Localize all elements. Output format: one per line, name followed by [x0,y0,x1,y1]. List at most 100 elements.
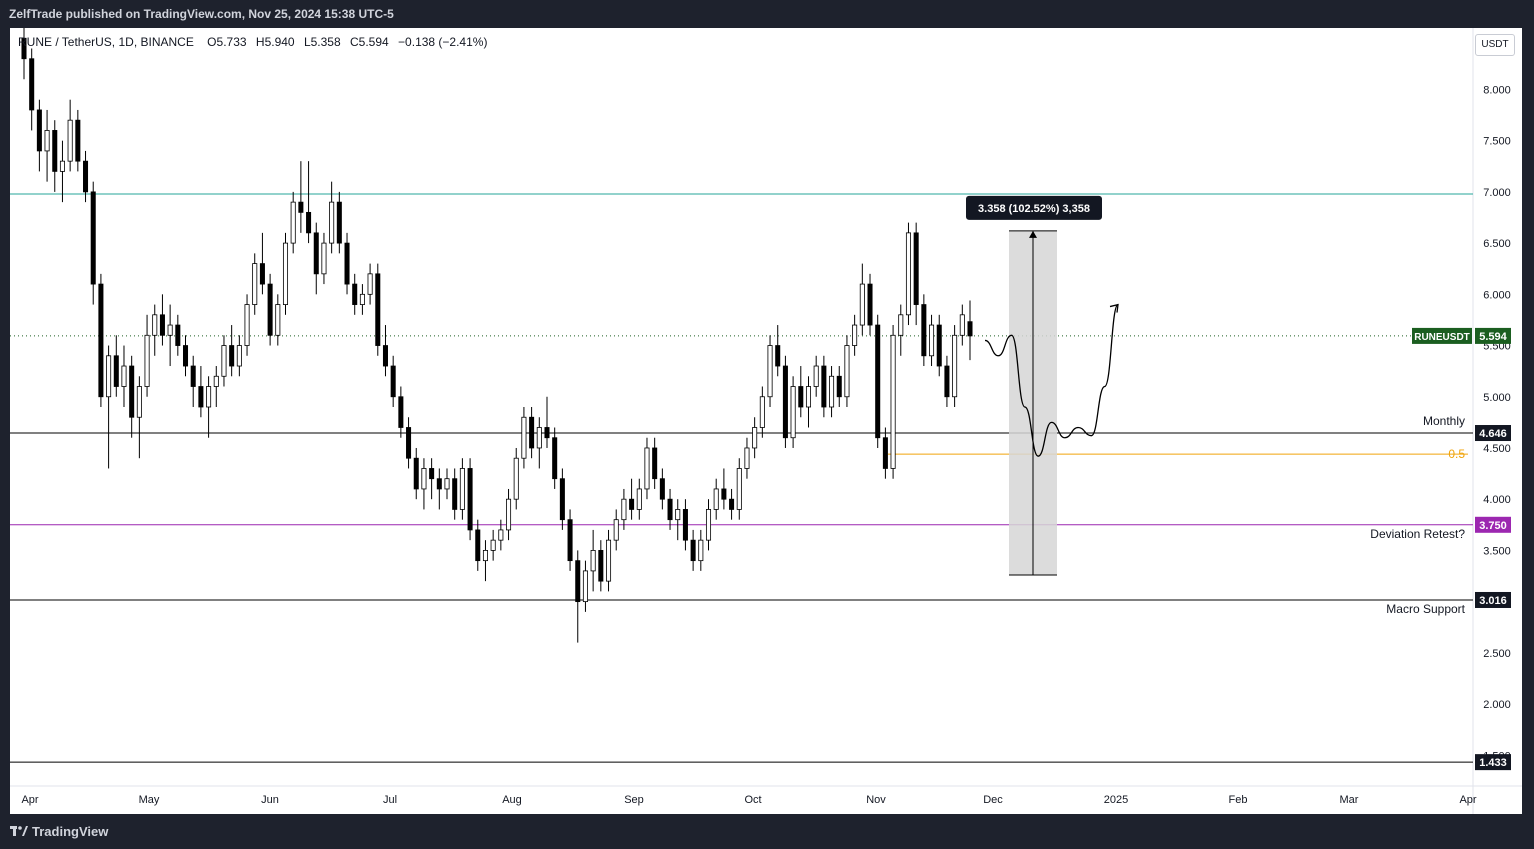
candle-body [744,447,750,469]
y-tick-label: 8.000 [1483,84,1511,96]
chart-area[interactable]: 8.000 7.500 7.000 6.500 6.000 5.500 5.000 4.500… [10,28,1522,814]
candle-body [298,201,304,213]
candle-body [444,478,450,490]
candle-body [813,365,819,387]
candle-body [805,386,812,408]
measure-label-bg [966,195,1102,220]
tradingview-brand-text: TradingView [32,824,109,839]
candle-body [182,345,189,367]
candle-body [275,304,281,336]
legend-low-label: L [303,35,311,49]
candle-body [367,273,373,295]
candle-body [929,324,935,357]
candle-body [775,345,781,367]
legend-symbol: RUNE / TetherUS, 1D, BINANCE [18,35,194,49]
legend-open-label: O [207,35,217,49]
level-badge-text: 1.433 [1479,757,1507,769]
candle-body [844,345,850,398]
candle-body [421,468,427,490]
candle-body [682,509,688,541]
candle-body [113,355,119,387]
symbol-badge-text: RUNEUSDT [1414,332,1470,343]
candle-body [429,468,435,480]
candle-body [36,109,42,152]
candle-body [359,293,365,305]
candle-body [636,488,642,510]
level-badge-text: 4.646 [1479,428,1507,440]
candle-body [798,386,804,408]
candle-body [867,283,873,326]
candle-body [313,232,319,275]
candle-body [821,365,827,408]
candle-body [382,345,388,367]
level-badge-text: 3.016 [1479,595,1507,607]
legend-close: 5.594 [358,35,389,49]
candle-body [675,509,681,521]
candle-body [83,160,89,193]
candle-body [582,570,588,603]
candle-body [336,201,342,244]
candle-body [759,396,765,428]
y-tick-label: 6.000 [1483,289,1511,301]
level-badge [1475,591,1511,608]
legend-high-label: H [255,35,265,49]
candle-body [967,321,973,337]
candle-body [690,539,696,562]
level-label: Monthly [1423,414,1465,428]
candle-body [898,314,904,336]
candle-body [729,498,735,510]
candle-body [552,437,558,480]
candle-body [698,539,704,562]
level-badge [1475,425,1511,442]
y-tick-label: 6.500 [1483,238,1511,250]
x-tick-label: Dec [983,794,1003,806]
measure-arrow-head [1029,230,1037,238]
candle-body [652,447,658,480]
y-tick-label: 7.500 [1483,136,1511,148]
x-tick-label: Nov [866,794,886,806]
x-tick-label: Apr [21,794,38,806]
candle-body [529,416,535,449]
level-label: Deviation Retest? [1370,527,1465,541]
candle-body [606,539,612,582]
candle-body [29,58,35,111]
y-tick-label: 2.500 [1483,648,1511,660]
legend-low: 5.358 [310,35,341,49]
candle-body [705,509,712,541]
candle-body [721,488,727,500]
publisher-line: ZelfTrade published on TradingView.com, … [9,7,394,21]
candle-body [329,201,335,244]
price-badge-text: 5.594 [1479,331,1507,343]
legend-change: −0.138 (−2.41%) [398,35,488,49]
currency-button[interactable]: USDT [1475,34,1515,56]
candle-body [859,283,865,326]
tradingview-brand[interactable]: TradingView [10,824,108,839]
candlestick-chart[interactable]: 8.0007.5007.0006.5006.0005.5005.0004.500… [10,28,1522,814]
candle-body [575,560,581,603]
measure-label: 3.358 (102.52%) 3,358 [978,203,1090,215]
candle-body [290,201,296,244]
candle-body [513,457,519,500]
candle-body [567,519,573,562]
y-tick-label: 3.500 [1483,545,1511,557]
candle-body [536,427,542,449]
candle-body [598,550,604,582]
projection-path [984,303,1119,457]
x-tick-label: Apr [1459,794,1476,806]
candle-body [559,478,565,521]
candle-body [944,365,950,398]
candle-body [352,283,358,305]
candle-body [890,334,896,469]
candle-body [629,498,635,510]
candle-body [959,314,965,336]
x-tick-label: 2025 [1104,794,1128,806]
candle-body [521,416,527,459]
candle-body [306,211,312,234]
candle-body [106,355,112,398]
projection-arrow-head [1109,303,1119,313]
candle-body [267,283,273,336]
candle-body [390,365,396,398]
candle-body [221,345,227,377]
candle-body [913,232,919,305]
y-tick-label: 4.000 [1483,494,1511,506]
